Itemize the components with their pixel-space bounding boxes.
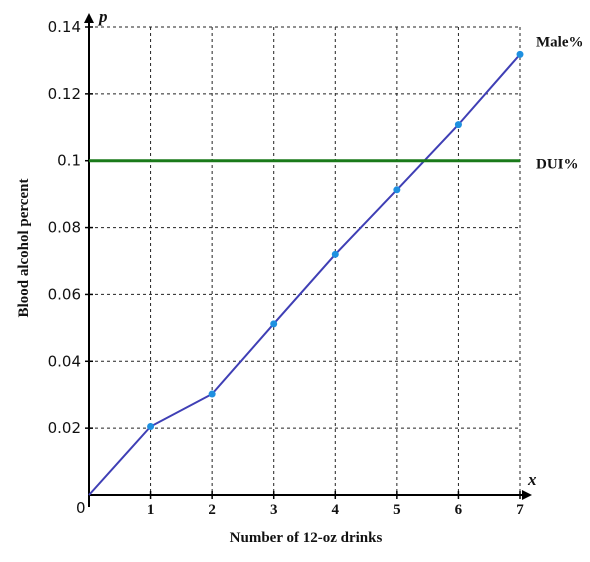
y-tick-label-1: 0.04 <box>48 352 81 370</box>
y-tick-label-6: 0.14 <box>48 18 81 36</box>
y-axis-arrow <box>84 13 94 23</box>
y-tick-label-2: 0.06 <box>48 285 81 303</box>
y-tick-label-3: 0.08 <box>48 219 81 237</box>
tick-labels: 1 2 3 4 5 6 7 0.02 0.04 0.06 0.08 0.1 0.12 0.14 <box>48 18 525 518</box>
origin-label: 0 <box>76 499 86 517</box>
y-tick-label-5: 0.12 <box>48 85 81 103</box>
x-axis-arrow <box>522 490 532 500</box>
series-0-point-3 <box>270 320 278 328</box>
series-line-0 <box>88 53 521 496</box>
y-tick-label-0: 0.02 <box>48 419 81 437</box>
series-label-1: DUI% <box>536 157 579 173</box>
grid <box>89 26 521 495</box>
series-0-point-5 <box>393 186 401 194</box>
x-axis-title: Number of 12-oz drinks <box>230 530 383 546</box>
x-tick-label-0: 1 <box>147 502 155 518</box>
series-0-point-1 <box>147 422 155 430</box>
x-tick-label-3: 4 <box>332 502 340 518</box>
axes <box>84 13 532 507</box>
x-tick-label-4: 5 <box>393 502 401 518</box>
x-tick-label-1: 2 <box>208 502 216 518</box>
series-0-point-2 <box>208 390 216 398</box>
series-0-point-7 <box>516 50 524 58</box>
series-labels: Male% DUI% <box>536 34 583 172</box>
y-tick-label-4: 0.1 <box>57 152 81 170</box>
x-axis-letter: x <box>527 470 537 489</box>
x-tick-label-2: 3 <box>270 502 278 518</box>
y-axis-letter: p <box>97 7 108 26</box>
x-tick-label-6: 7 <box>516 502 524 518</box>
series-0-point-6 <box>454 121 462 129</box>
y-axis-title: Blood alcohol percent <box>16 179 32 318</box>
series-0-point-4 <box>331 250 339 258</box>
series-layer <box>88 50 524 496</box>
x-tick-label-5: 6 <box>455 502 463 518</box>
series-label-0: Male% <box>536 34 583 50</box>
